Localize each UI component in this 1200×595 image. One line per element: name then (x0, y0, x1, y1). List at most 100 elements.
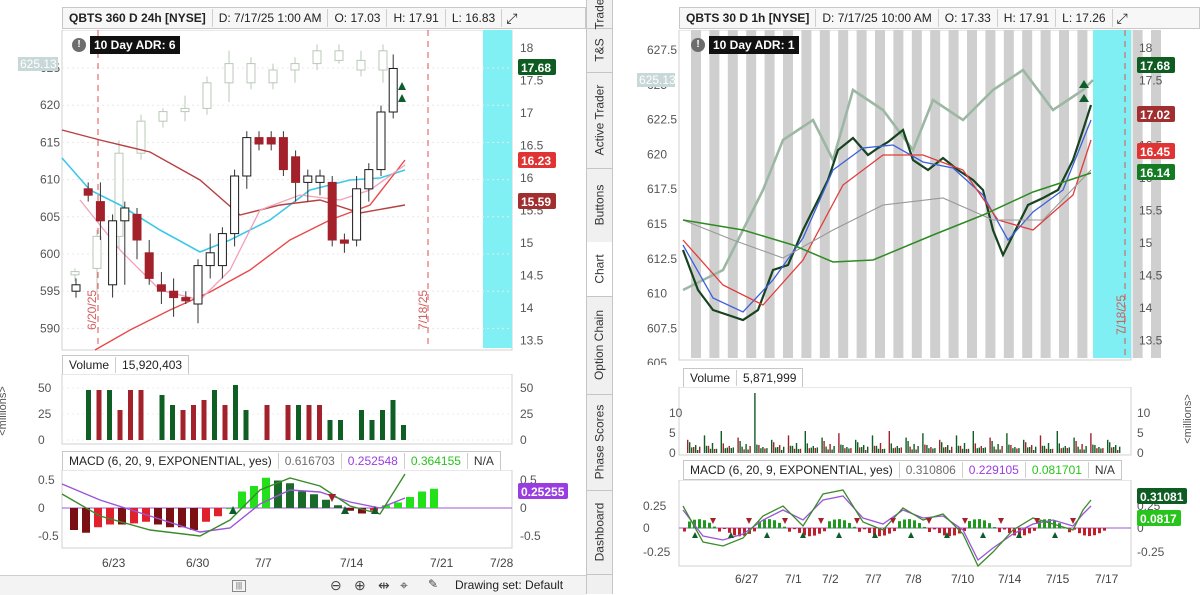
volume-bar (1031, 445, 1033, 453)
tab-active-trader[interactable]: Active Trader (587, 72, 612, 169)
tab-phase-scores[interactable]: Phase Scores (587, 394, 612, 491)
volume-bar (96, 390, 102, 440)
drawing-tool-icon[interactable]: ✎ (428, 577, 439, 591)
time-axis-label: 7/1 (785, 572, 802, 586)
right-axis-label: 18 (1139, 41, 1153, 55)
volume-bar (890, 443, 892, 453)
macd-hist-bar (953, 528, 956, 536)
volume-bar (1006, 433, 1008, 453)
volume-bar (989, 437, 991, 453)
macd-hist-bar (978, 519, 981, 529)
volume-bar (1047, 443, 1050, 453)
session-shade (819, 30, 830, 358)
macd-hist-bar (783, 526, 786, 529)
volume-axis-label: 5 (669, 426, 676, 440)
volume-bar (827, 449, 829, 453)
candle (266, 137, 276, 145)
tab-buttons[interactable]: Buttons (587, 168, 612, 243)
drawing-set-label[interactable]: Drawing set: Default (455, 578, 564, 592)
macd-hist-bar (178, 508, 186, 528)
macd-hist-bar (1083, 528, 1086, 536)
tab-time-and-sales[interactable]: T&S (587, 28, 612, 73)
volume-bar (1043, 445, 1046, 453)
volume-bar (1075, 441, 1077, 453)
volume-bar (949, 450, 951, 453)
volume-bar (737, 437, 739, 453)
left-price-chart[interactable]: 625620615610605600595590625.131817.51716… (0, 30, 586, 352)
ghost-candle (224, 63, 234, 84)
studies-icon[interactable]: ⤢ (506, 10, 518, 26)
volume-bar (808, 448, 810, 453)
volume-bar (859, 447, 861, 453)
session-shade (985, 30, 996, 358)
tab-dashboard[interactable]: Dashboard (587, 490, 612, 575)
volume-bar (963, 443, 966, 453)
volume-bar (857, 442, 859, 453)
volume-bar (369, 420, 375, 440)
tab-option-chain[interactable]: Option Chain (587, 296, 612, 395)
studies-icon[interactable]: ⤢ (1116, 10, 1128, 26)
ghost-candle (268, 69, 278, 84)
left-adr-label: 10 Day ADR: 6 (90, 36, 180, 54)
future-shade (483, 30, 512, 348)
macd-cross-down-icon (890, 518, 896, 524)
volume-bar (1008, 444, 1010, 453)
volume-bar (900, 447, 902, 453)
time-axis-label: 7/15 (1046, 572, 1070, 586)
alert-icon[interactable]: ! (72, 38, 86, 52)
alert-icon[interactable]: ! (691, 38, 705, 52)
volume-axis-label: 5 (1137, 426, 1144, 440)
left-axis-label: 610 (647, 287, 667, 301)
macd-label[interactable]: MACD (6, 20, 9, EXPONENTIAL, yes) (63, 453, 279, 469)
left-axis-tag: 625.13 (20, 57, 57, 71)
right-axis-label: 14.5 (520, 269, 544, 283)
volume-axis-label: 10 (1137, 406, 1151, 420)
macd-hist-bar (130, 508, 138, 524)
macd-avg-tag-bg (518, 483, 568, 499)
macd-hist-bar (848, 522, 851, 529)
macd-hist-bar (1028, 528, 1031, 534)
buy-signal-icon (1079, 94, 1089, 102)
macd-hist-bar (250, 486, 258, 508)
volume-bar (1079, 449, 1081, 453)
volume-bar (1083, 449, 1085, 453)
right-symbol-label[interactable]: QBTS 30 D 1h [NYSE] (680, 9, 817, 27)
left-symbol-label[interactable]: QBTS 360 D 24h [NYSE] (63, 9, 213, 27)
macd-hist-bar (818, 528, 821, 534)
macd-hist-bar (743, 528, 746, 536)
macd-hist-bar (793, 528, 796, 530)
right-axis-label: 16 (520, 171, 534, 185)
future-shade (1093, 30, 1131, 358)
crosshair-icon[interactable]: ⌖ (400, 577, 408, 593)
macd-hist-bar (768, 519, 771, 529)
right-price-chart[interactable]: 627.5625622.5620617.5615612.5610607.5605… (613, 30, 1200, 365)
volume-bar (1085, 446, 1087, 453)
zoom-out-icon[interactable]: ⊖ (330, 577, 342, 593)
macd-axis-label: 0.5 (38, 473, 55, 487)
macd-hist-bar (322, 499, 330, 508)
macd-label[interactable]: MACD (6, 20, 9, EXPONENTIAL, yes) (684, 462, 900, 478)
left-axis-tag-bg (18, 57, 58, 71)
tab-chart[interactable]: Chart (587, 242, 612, 297)
right-axis-label: 17.5 (1139, 74, 1163, 88)
volume-bar (980, 446, 982, 453)
macd-cross-down-icon (854, 518, 860, 524)
volume-bar (842, 445, 844, 453)
tab-trade[interactable]: Trade (587, 0, 612, 29)
pan-icon[interactable]: ⇹ (378, 577, 390, 593)
macd-hist-bar (1098, 528, 1101, 534)
macd-hist-bar (873, 528, 876, 536)
volume-bar (724, 448, 726, 453)
zoom-in-icon[interactable]: ⊕ (354, 577, 366, 593)
volume-bar (726, 447, 728, 453)
macd-hist-bar (723, 528, 726, 530)
macd-hist-bar (823, 528, 826, 532)
scroll-handle[interactable]: ||| (232, 580, 246, 592)
macd-value-tag: 0.31081 (1140, 490, 1184, 504)
ma2-price-tag-bg (1137, 143, 1175, 159)
ghost-candle (356, 59, 366, 71)
candle (156, 284, 166, 292)
volume-bar (909, 446, 911, 453)
macd-hist-bar (106, 508, 114, 525)
volume-bar (984, 447, 986, 453)
